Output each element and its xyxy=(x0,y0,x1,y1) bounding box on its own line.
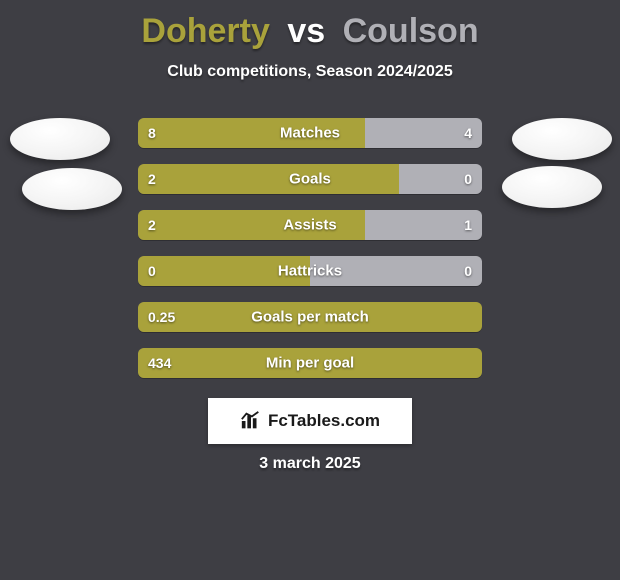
stat-bar-player1 xyxy=(138,164,399,194)
comparison-title: Doherty vs Coulson xyxy=(0,0,620,51)
stat-row: Matches84 xyxy=(138,118,482,148)
stat-bar-player1 xyxy=(138,118,365,148)
stat-bars-container: Matches84 Goals20 Assists21 Hattricks00 Goal… xyxy=(138,118,482,394)
stat-bar-player1 xyxy=(138,348,482,378)
date-text: 3 march 2025 xyxy=(0,455,620,473)
stat-row: Min per goal434 xyxy=(138,348,482,378)
player2-name: Coulson xyxy=(343,12,479,50)
stat-bar-player2 xyxy=(365,210,482,240)
player2-avatar-shape xyxy=(512,118,612,160)
player1-name: Doherty xyxy=(141,12,269,50)
stat-bar-player1 xyxy=(138,256,310,286)
player2-avatar-shape xyxy=(502,166,602,208)
brand-chart-icon xyxy=(240,410,262,432)
stat-row: Goals20 xyxy=(138,164,482,194)
player1-avatar-shape xyxy=(10,118,110,160)
stat-row: Assists21 xyxy=(138,210,482,240)
stat-bar-player2 xyxy=(310,256,482,286)
brand-text: FcTables.com xyxy=(268,411,380,431)
stat-row: Hattricks00 xyxy=(138,256,482,286)
player1-avatar-shape xyxy=(22,168,122,210)
brand-badge: FcTables.com xyxy=(208,398,412,444)
stat-bar-player2 xyxy=(365,118,482,148)
stat-bar-player1 xyxy=(138,210,365,240)
stat-bar-player2 xyxy=(399,164,482,194)
vs-text: vs xyxy=(287,12,325,50)
stat-bar-player1 xyxy=(138,302,482,332)
stat-row: Goals per match0.25 xyxy=(138,302,482,332)
subtitle-text: Club competitions, Season 2024/2025 xyxy=(0,63,620,81)
